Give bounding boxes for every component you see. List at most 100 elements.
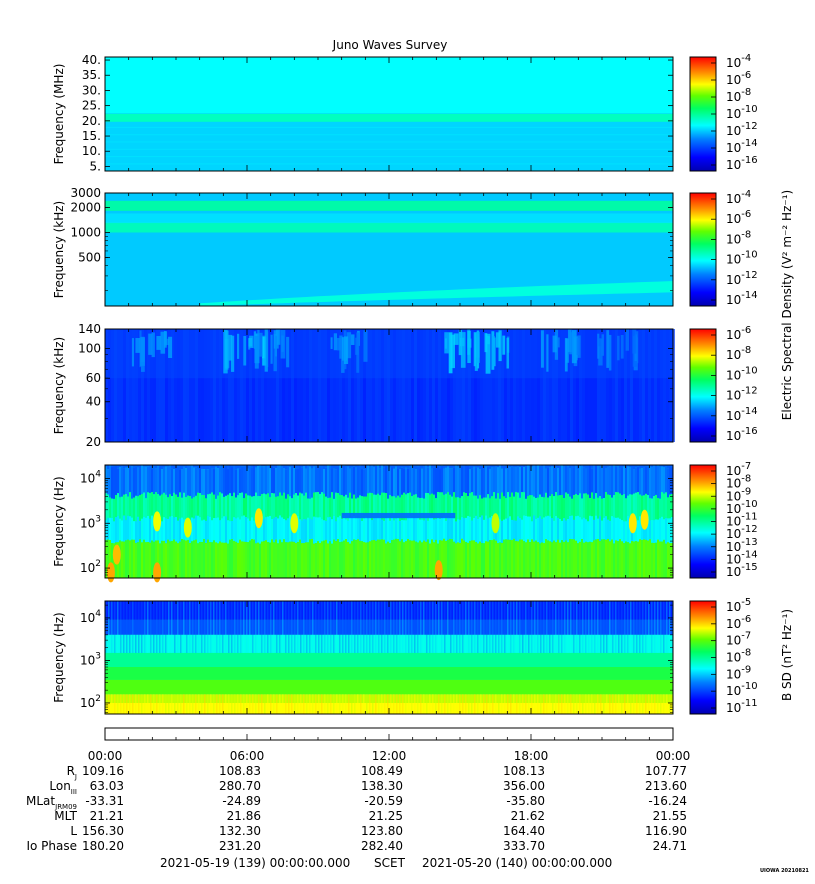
spectrogram-column <box>271 466 273 493</box>
spectrogram-column <box>165 601 167 653</box>
spectrogram-column <box>625 521 627 541</box>
spectrogram-column <box>125 494 127 520</box>
spectrogram-column <box>324 694 326 714</box>
spectrogram-column <box>138 694 140 714</box>
spectrogram-column <box>480 694 482 714</box>
spectrogram-column <box>375 601 377 653</box>
spectrogram-column <box>577 469 579 495</box>
spectrogram-column <box>191 541 193 578</box>
spectrogram-column <box>187 540 189 578</box>
spectrogram-column <box>333 516 335 540</box>
spectrogram-column <box>419 520 421 541</box>
spectrogram-column <box>126 694 128 714</box>
spectrogram-column <box>633 542 635 578</box>
spectrogram-column <box>241 493 243 517</box>
spectrogram-column <box>405 601 407 653</box>
spectrogram-column <box>642 601 644 653</box>
spectrogram-column <box>519 601 521 653</box>
spectrogram-column <box>475 542 477 578</box>
spectrogram-column <box>149 493 151 519</box>
spectrogram-column <box>225 543 227 578</box>
spectrogram-column <box>403 542 405 578</box>
spectrogram-column <box>597 694 599 714</box>
spectrogram-column <box>451 468 453 496</box>
ephemeris-value: 116.90 <box>645 824 687 838</box>
colorbars: 10-410-610-810-1010-1210-1410-1610-410-6… <box>690 53 794 715</box>
footer-start-time: 2021-05-19 (139) 00:00:00.000 <box>160 856 350 870</box>
colorbar-tick-label: 10-14 <box>726 138 758 155</box>
spectrogram-column <box>219 601 221 653</box>
spectrogram-column <box>555 601 557 653</box>
ephemeris-value: -33.31 <box>85 794 124 808</box>
spectrogram-column <box>513 520 515 539</box>
spectrogram-column <box>591 542 593 578</box>
spectrogram-column <box>121 497 123 521</box>
spectrogram-column <box>441 601 443 653</box>
spectrogram-column <box>213 694 215 714</box>
spectrogram-column <box>487 494 489 518</box>
spectrogram-column <box>547 498 549 516</box>
spectrogram-column <box>317 541 319 578</box>
spectrogram-column <box>319 466 321 494</box>
spectrogram-column <box>330 601 332 653</box>
spectrogram-column <box>327 517 329 543</box>
spectrogram-column <box>453 467 455 492</box>
spectrogram-column <box>365 517 367 543</box>
spectrogram-column <box>301 543 303 578</box>
spectrogram-column <box>455 466 457 498</box>
spectrogram-column <box>113 499 115 521</box>
spectrogram-column <box>541 466 543 496</box>
spectrogram-column <box>465 694 467 714</box>
emission-burst <box>334 333 337 350</box>
time-tick-label: 06:00 <box>230 749 265 763</box>
spectrogram-column <box>269 497 271 516</box>
spectrogram-column <box>153 601 155 653</box>
spectrogram-column <box>491 496 493 516</box>
spectrogram-column <box>495 601 497 653</box>
spectrogram-column <box>517 516 519 541</box>
spectrogram-column <box>336 601 338 653</box>
spectrogram-column <box>449 518 451 539</box>
spectrogram-column <box>511 520 513 540</box>
spectrogram-column <box>489 465 491 469</box>
spectrogram-column <box>507 492 509 518</box>
spectrogram-column <box>191 498 193 517</box>
spectrogram-column <box>621 495 623 520</box>
spectrogram-column <box>399 469 401 497</box>
spectrogram-column <box>607 539 609 578</box>
spectrogram-column <box>533 542 535 578</box>
spectrogram-column <box>115 495 117 517</box>
spectrogram-column <box>216 694 218 714</box>
spectrogram-column <box>443 517 445 539</box>
spectrogram-column <box>613 517 615 543</box>
spectrogram-column <box>591 516 593 542</box>
spectrogram-column <box>177 543 179 578</box>
spectrogram-column <box>207 694 209 714</box>
emission-band <box>105 114 673 122</box>
spectrogram-column <box>135 543 137 578</box>
spectrogram-column <box>555 492 557 516</box>
spectrogram-column <box>411 541 413 578</box>
spectrogram-column <box>585 469 587 494</box>
spectrogram-column <box>353 467 355 495</box>
spectrogram-column <box>505 469 507 498</box>
emission-burst <box>599 338 602 346</box>
spectrogram-column <box>379 468 381 495</box>
spectrogram-column <box>132 694 134 714</box>
spectrogram-column <box>255 601 257 653</box>
spectrogram-column <box>619 469 621 494</box>
ephemeris-row-label: MLT <box>54 809 77 823</box>
spectrogram-column <box>585 465 587 469</box>
spectrogram-column <box>175 465 177 494</box>
emission-burst <box>451 335 456 368</box>
emission-burst <box>259 333 262 357</box>
spectrogram-column <box>477 519 479 544</box>
spectrogram-column <box>615 492 617 518</box>
ephemeris-value: 24.71 <box>653 839 687 853</box>
spectrogram-column <box>375 541 377 578</box>
spectrogram-column <box>665 492 667 518</box>
spectrogram-column <box>637 520 639 541</box>
spectrogram-column <box>342 601 344 653</box>
spectrogram-column <box>582 601 584 653</box>
spectrogram-column <box>360 601 362 653</box>
